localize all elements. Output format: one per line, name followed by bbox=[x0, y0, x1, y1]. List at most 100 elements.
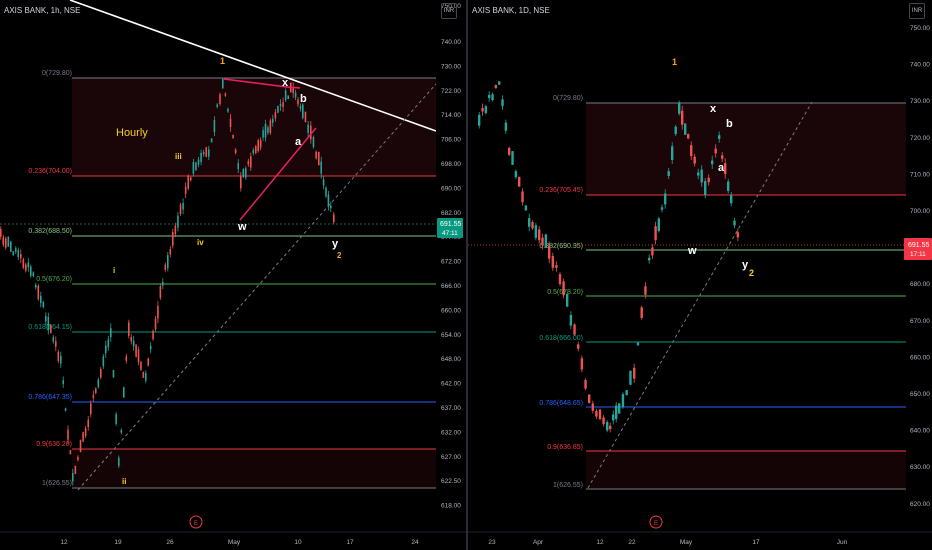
hourly-candle-body bbox=[35, 284, 37, 288]
hourly-candle-body bbox=[17, 250, 20, 258]
price-tick: 698.00 bbox=[441, 161, 461, 168]
hourly-chart-svg[interactable]: 0(729.80) 0.236(704.00) 0.382(688.50) 0.… bbox=[0, 0, 466, 550]
hourly-candle-body bbox=[27, 262, 30, 268]
daily-candle-body bbox=[664, 193, 667, 205]
price-tick: 637.00 bbox=[441, 405, 461, 412]
daily-candle-body bbox=[633, 367, 636, 379]
wave-label-2: 2 bbox=[749, 268, 754, 278]
hourly-candle-body bbox=[177, 215, 179, 228]
hourly-candle-body bbox=[250, 156, 252, 168]
fib-label-0: 0(729.80) bbox=[42, 70, 72, 77]
fib-zone-09-1 bbox=[72, 449, 436, 488]
fib-label-0382: 0.382(690.35) bbox=[539, 243, 583, 250]
hourly-candle-body bbox=[224, 93, 227, 96]
hourly-candle-body bbox=[22, 259, 25, 268]
fib-lines bbox=[586, 102, 906, 490]
descending-trendline[interactable] bbox=[69, 0, 437, 132]
hourly-candle-body bbox=[284, 90, 287, 101]
wave-label-a: a bbox=[295, 136, 302, 148]
hourly-candle-body bbox=[174, 225, 177, 235]
hourly-candle-body bbox=[130, 336, 133, 342]
price-tick: 740.00 bbox=[910, 62, 930, 69]
hourly-candle-body bbox=[264, 123, 267, 138]
fib-label-1: 1(626.55) bbox=[42, 480, 72, 487]
wave-label-iv: iv bbox=[197, 238, 204, 247]
price-axis[interactable]: 750.00 740.00 730.00 722.00 714.00 706.00 698… bbox=[441, 3, 461, 510]
price-tick: 618.00 bbox=[441, 503, 461, 510]
time-axis[interactable]: 12 19 26 May 10 17 24 bbox=[60, 539, 419, 546]
hourly-candle-body bbox=[25, 264, 27, 271]
daily-chart-panel[interactable]: 0(729.80) 0.236(705.45) 0.382(690.35) 0.… bbox=[468, 0, 932, 550]
time-tick-10: 10 bbox=[294, 539, 302, 546]
daily-candle-body bbox=[684, 123, 687, 135]
event-marker[interactable] bbox=[649, 515, 663, 529]
fib-label-0236: 0.236(704.00) bbox=[28, 168, 72, 175]
price-tick: 750.00 bbox=[910, 25, 930, 32]
time-tick-17: 17 bbox=[346, 539, 354, 546]
fib-label-0382: 0.382(688.50) bbox=[28, 228, 72, 235]
hourly-candle-body bbox=[299, 106, 302, 109]
daily-candle-body bbox=[690, 145, 693, 157]
fib-labels: 0(729.80) 0.236(704.00) 0.382(688.50) 0.… bbox=[28, 70, 72, 487]
panel-divider[interactable] bbox=[466, 0, 468, 550]
wave-label-i: i bbox=[113, 266, 115, 275]
price-badge-value: 691.55 bbox=[440, 221, 462, 228]
fib-label-05: 0.5(678.20) bbox=[547, 289, 583, 296]
hourly-candle-body bbox=[77, 456, 79, 460]
hourly-candle-body bbox=[202, 152, 205, 155]
daily-candle-body bbox=[629, 370, 632, 385]
time-axis[interactable]: 23 Apr 12 22 May 17 Jun bbox=[488, 539, 847, 546]
daily-candle-body bbox=[625, 390, 628, 396]
hourly-candle-body bbox=[232, 135, 234, 139]
daily-candle-body bbox=[667, 171, 670, 176]
wave-label-b: b bbox=[726, 118, 733, 130]
daily-candle-body bbox=[636, 342, 640, 346]
fib-label-05: 0.5(676.20) bbox=[36, 276, 72, 283]
time-tick-22: 22 bbox=[628, 539, 636, 546]
hourly-candle-body bbox=[97, 379, 100, 387]
time-tick-26: 26 bbox=[166, 539, 174, 546]
hourly-candle-body bbox=[69, 450, 72, 455]
daily-candle-body bbox=[671, 146, 674, 160]
daily-candle-body bbox=[651, 247, 654, 256]
price-tick: 642.00 bbox=[441, 381, 461, 388]
time-tick-apr: Apr bbox=[533, 539, 544, 546]
hourly-candle-body bbox=[102, 356, 105, 367]
price-tick: 720.00 bbox=[910, 135, 930, 142]
hourly-candle-body bbox=[322, 179, 325, 186]
price-tick: 740.00 bbox=[441, 39, 461, 46]
hourly-candle-body bbox=[187, 175, 190, 189]
hourly-candle-body bbox=[162, 281, 164, 286]
hourly-candle-body bbox=[304, 111, 307, 123]
price-axis[interactable]: 750.00740.00730.00720.00710.00700.00690.… bbox=[910, 25, 930, 508]
daily-candle-body bbox=[615, 405, 618, 420]
hourly-candle-body bbox=[237, 163, 240, 170]
daily-candle-body bbox=[541, 237, 544, 246]
daily-candle-body bbox=[693, 156, 696, 164]
daily-candle-body bbox=[491, 94, 494, 101]
hourly-chart-panel[interactable]: 0(729.80) 0.236(704.00) 0.382(688.50) 0.… bbox=[0, 0, 466, 550]
daily-chart-svg[interactable]: 0(729.80) 0.236(705.45) 0.382(690.35) 0.… bbox=[468, 0, 932, 550]
daily-candle-body bbox=[718, 135, 721, 139]
daily-candle-body bbox=[674, 126, 677, 135]
daily-candle-body bbox=[618, 403, 621, 414]
daily-candle-body bbox=[580, 358, 584, 370]
currency-badge[interactable]: INR bbox=[909, 3, 925, 19]
hourly-candle-body bbox=[125, 356, 128, 361]
event-marker[interactable] bbox=[189, 515, 203, 529]
hourly-candle-body bbox=[200, 152, 202, 162]
event-marker-label: E bbox=[654, 521, 658, 527]
daily-candle-body bbox=[504, 122, 508, 131]
daily-candle-body bbox=[591, 403, 594, 411]
daily-candle-body bbox=[514, 171, 518, 178]
hourly-candle-body bbox=[152, 330, 154, 340]
currency-badge[interactable]: INR bbox=[441, 3, 457, 19]
wave-label-2: 2 bbox=[337, 251, 342, 260]
daily-candle-body bbox=[573, 324, 576, 335]
hourly-candle-body bbox=[213, 120, 216, 133]
daily-candle-body bbox=[558, 274, 562, 285]
hourly-candle-body bbox=[52, 337, 55, 342]
fib-diagonal bbox=[77, 83, 437, 491]
hourly-candle-body bbox=[269, 120, 272, 133]
hourly-candle-body bbox=[197, 159, 200, 165]
